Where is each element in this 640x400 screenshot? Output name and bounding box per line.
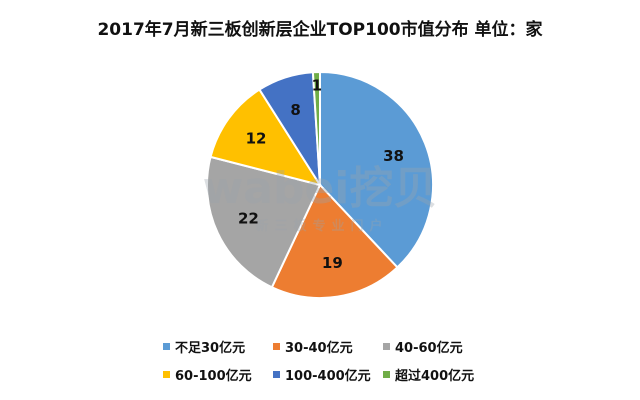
pie-slice-3 [206, 155, 322, 289]
legend-swatch [383, 371, 390, 378]
watermark-tagline: 新三板专业门户 [255, 218, 388, 234]
legend-swatch [273, 371, 280, 378]
pie-slices [206, 70, 434, 299]
slice-labels: 38 19 22 12 81 [238, 77, 404, 273]
slice-value-label: 8 [290, 101, 300, 119]
legend-swatch [383, 343, 390, 350]
slice-value-label: 1 [312, 77, 322, 95]
slice-value-label: 38 [383, 147, 404, 165]
watermark: wabei挖贝 新三板专业门户 [203, 163, 438, 234]
legend-item: 60-100亿元 [163, 368, 252, 384]
legend-swatch [273, 343, 280, 350]
legend-swatch [163, 371, 170, 378]
slice-value-label: 12 [246, 130, 267, 148]
pie-slice-1 [319, 70, 434, 269]
legend-item: 30-40亿元 [273, 340, 353, 356]
legend-item: 不足30亿元 [163, 340, 245, 356]
pie-slice-6 [311, 70, 321, 186]
legend-label: 100-400亿元 [285, 368, 371, 384]
legend-item: 100-400亿元 [273, 368, 371, 384]
pie-slice-4 [209, 88, 323, 187]
pie-slice-2 [270, 183, 399, 299]
legend-label: 40-60亿元 [395, 340, 463, 356]
legend-label: 超过400亿元 [395, 368, 474, 384]
legend-label: 不足30亿元 [175, 340, 245, 356]
legend-swatch [163, 343, 170, 350]
chart-title: 2017年7月新三板创新层企业TOP100市值分布 单位：家 [97, 19, 542, 40]
watermark-logo: wabei挖贝 [203, 163, 438, 214]
legend-label: 60-100亿元 [175, 368, 252, 384]
legend-label: 30-40亿元 [285, 340, 353, 356]
legend-item: 超过400亿元 [383, 368, 474, 384]
legend-item: 40-60亿元 [383, 340, 463, 356]
slice-value-label: 22 [238, 210, 259, 228]
legend: 不足30亿元 30-40亿元 40-60亿元 60-100亿元 100-400亿元 超过4… [163, 340, 474, 384]
slice-value-label: 19 [322, 254, 343, 272]
